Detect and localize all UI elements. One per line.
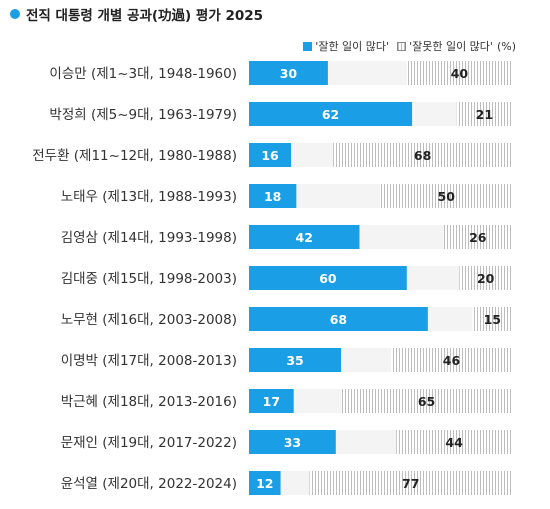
bar-positive-value: 33	[284, 435, 301, 450]
bar-negative	[309, 471, 512, 495]
bar-negative	[341, 389, 512, 413]
legend-negative-label: '잘못한 일이 많다'	[409, 40, 493, 53]
bar-positive	[249, 389, 294, 413]
bar-positive	[249, 471, 281, 495]
category-label: 이승만 (제1~3대, 1948-1960)	[49, 66, 237, 82]
bar-negative	[472, 307, 512, 331]
bar-positive	[249, 225, 360, 249]
bar-positive-value: 68	[330, 312, 347, 327]
bar-negative	[396, 430, 512, 454]
category-label: 김영삼 (제14대, 1993-1998)	[61, 230, 237, 246]
bar-negative-value: 65	[418, 394, 435, 409]
bar-negative-value: 26	[469, 230, 487, 245]
bar-negative	[459, 266, 512, 290]
category-label: 노무현 (제16대, 2003-2008)	[61, 312, 237, 328]
chart-title-text: 전직 대통령 개별 공과(功過) 평가 2025	[26, 8, 264, 24]
bar-positive	[249, 307, 428, 331]
bar-positive-value: 18	[264, 189, 281, 204]
bar-positive	[249, 102, 413, 126]
bar-positive-value: 42	[296, 230, 313, 245]
bar-positive	[249, 430, 336, 454]
bar-positive	[249, 266, 407, 290]
bar-negative-value: 44	[445, 435, 463, 450]
category-label: 문재인 (제19대, 2017-2022)	[61, 435, 237, 451]
bar-positive-value: 17	[263, 394, 280, 409]
bar-positive-value: 60	[319, 271, 337, 286]
bar-negative	[456, 102, 512, 126]
category-label: 윤석열 (제20대, 2022-2024)	[61, 476, 237, 492]
category-label: 박정희 (제5~9대, 1963-1979)	[49, 107, 237, 123]
category-label: 노태우 (제13대, 1988-1993)	[61, 189, 237, 205]
bar-positive-value: 35	[286, 353, 303, 368]
bar-negative	[333, 143, 512, 167]
legend-negative-swatch	[397, 41, 407, 51]
category-label: 김대중 (제15대, 1998-2003)	[61, 271, 237, 287]
legend-positive-label: '잘한 일이 많다'	[315, 40, 390, 53]
bar-negative-value: 20	[477, 271, 495, 286]
bar-negative-value: 77	[402, 476, 419, 491]
category-label: 박근혜 (제18대, 2013-2016)	[61, 394, 237, 410]
chart-title: 전직 대통령 개별 공과(功過) 평가 2025	[10, 4, 263, 24]
bar-negative-value: 21	[476, 107, 493, 122]
bar-positive	[249, 143, 292, 167]
legend: '잘한 일이 많다' '잘못한 일이 많다' (%)	[303, 38, 516, 54]
bar-positive-value: 16	[261, 148, 279, 163]
bar-negative-value: 50	[438, 189, 456, 204]
bar-positive	[249, 184, 297, 208]
bar-positive	[249, 348, 342, 372]
bar-negative	[391, 348, 512, 372]
title-bullet-icon	[10, 9, 20, 19]
bar-negative-value: 68	[414, 148, 431, 163]
bar-negative	[443, 225, 512, 249]
legend-positive-swatch	[303, 41, 313, 51]
bar-negative-value: 15	[484, 312, 501, 327]
category-label: 전두환 (제11~12대, 1980-1988)	[32, 148, 237, 164]
bar-negative	[406, 61, 512, 85]
category-label: 이명박 (제17대, 2008-2013)	[61, 353, 237, 369]
bar-negative-value: 46	[443, 353, 461, 368]
legend-unit: (%)	[496, 39, 516, 53]
bar-positive-value: 12	[256, 476, 273, 491]
bar-negative-value: 40	[451, 66, 469, 81]
bar-positive-value: 62	[322, 107, 339, 122]
bar-positive-value: 30	[280, 66, 298, 81]
bar-negative	[380, 184, 512, 208]
bar-positive	[249, 61, 328, 85]
